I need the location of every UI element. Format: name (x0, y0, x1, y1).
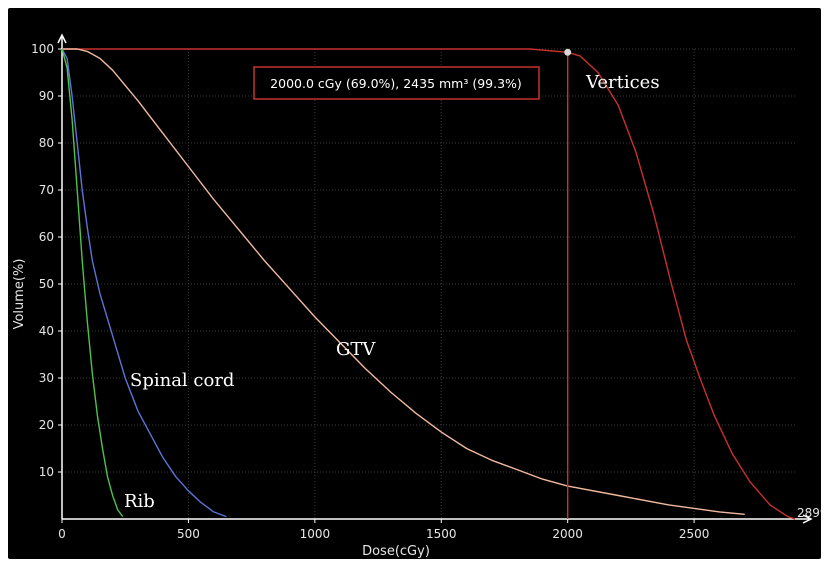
x-axis-arrow (802, 514, 813, 524)
x-max-label: 2899 (797, 506, 821, 520)
series-label-rib: Rib (124, 491, 155, 512)
y-tick-label: 40 (39, 324, 54, 338)
series-lines (61, 48, 796, 520)
y-tick-label: 80 (39, 136, 54, 150)
series-label-spinal-cord: Spinal cord (130, 370, 234, 391)
y-tick-label: 30 (39, 371, 54, 385)
series-labels: Vertices GTV Spinal cord Rib (124, 72, 660, 512)
readout-box (253, 66, 540, 100)
y-tick-label: 50 (39, 277, 54, 291)
grid-lines (62, 48, 795, 519)
x-tick-label: 1500 (426, 527, 457, 541)
readout-text: 2000.0 cGy (69.0%), 2435 mm³ (99.3%) (270, 76, 522, 91)
y-tick-label: 90 (39, 89, 54, 103)
y-tick-label: 10 (39, 465, 54, 479)
series-line-vertices (62, 48, 796, 520)
cursor-point (564, 48, 572, 56)
series-line-spinal-cord (61, 48, 227, 518)
series-label-gtv: GTV (336, 339, 376, 360)
x-tick-label: 2000 (552, 527, 583, 541)
series-line-gtv (62, 48, 745, 515)
y-axis-label: Volume(%) (12, 259, 27, 330)
y-tick-label: 20 (39, 418, 54, 432)
x-tick-label: 2500 (679, 527, 710, 541)
chart-panel: 10 20 30 40 50 60 70 80 90 100 0 500 1000 1500 2000 250… (8, 8, 821, 559)
y-tick-label: 70 (39, 183, 54, 197)
y-axis-arrow (57, 33, 67, 44)
x-axis-label: Dose(cGy) (362, 544, 430, 559)
x-tick-label: 1000 (300, 527, 331, 541)
cursor-readout: 2000.0 cGy (69.0%), 2435 mm³ (99.3%) (253, 48, 572, 519)
x-tick-label: 0 (58, 527, 66, 541)
y-tick-label: 100 (31, 42, 54, 56)
series-label-vertices: Vertices (585, 72, 660, 93)
axes (57, 33, 813, 524)
x-tick-label: 500 (177, 527, 200, 541)
series-line-rib (61, 48, 124, 518)
y-tick-label: 60 (39, 230, 54, 244)
